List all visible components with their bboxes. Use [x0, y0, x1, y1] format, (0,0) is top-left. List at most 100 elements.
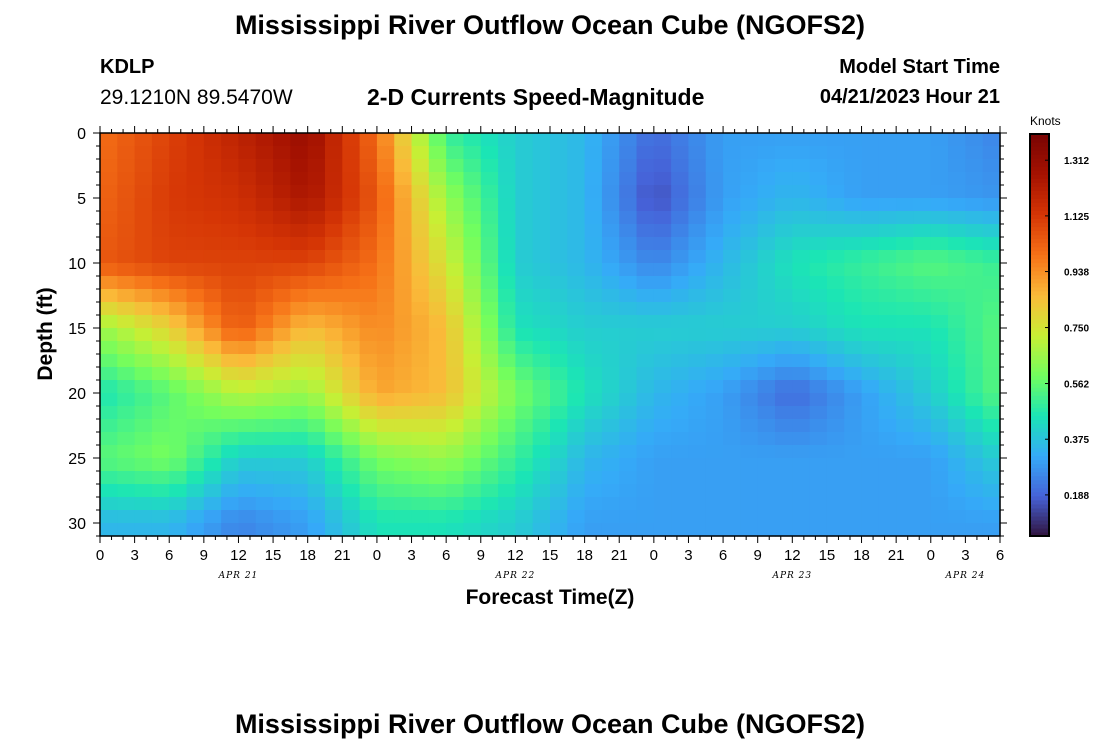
heatmap-cell: [705, 419, 724, 433]
heatmap-cell: [757, 172, 776, 186]
heatmap-cell: [861, 419, 880, 433]
heatmap-cell: [775, 445, 793, 459]
heatmap-cell: [463, 354, 482, 368]
heatmap-cell: [619, 224, 638, 238]
heatmap-cell: [896, 354, 915, 368]
heatmap-cell: [117, 354, 136, 368]
heatmap-cell: [376, 302, 395, 316]
heatmap-cell: [982, 276, 1001, 290]
heatmap-cell: [325, 354, 343, 368]
heatmap-cell: [463, 328, 482, 342]
date-label: APR 23: [771, 571, 812, 581]
heatmap-cell: [169, 263, 188, 277]
heatmap-cell: [100, 354, 118, 368]
heatmap-cell: [342, 302, 361, 316]
heatmap-cell: [809, 263, 828, 277]
heatmap-cell: [896, 328, 915, 342]
heatmap-cell: [688, 211, 707, 225]
heatmap-cell: [705, 315, 724, 329]
heatmap-cell: [446, 237, 465, 251]
heatmap-cell: [688, 172, 707, 186]
heatmap-cell: [740, 445, 759, 459]
heatmap-cell: [238, 302, 257, 316]
heatmap-cell: [169, 445, 188, 459]
colorbar-segment: [1030, 507, 1049, 513]
heatmap-cell: [826, 406, 845, 420]
heatmap-cell: [117, 458, 136, 472]
heatmap-cell: [221, 172, 240, 186]
heatmap-cell: [515, 172, 534, 186]
colorbar-segment: [1030, 170, 1049, 175]
heatmap-cell: [307, 367, 326, 381]
heatmap-cell: [948, 133, 966, 147]
heatmap-cell: [151, 432, 170, 446]
heatmap-cell: [705, 237, 724, 251]
heatmap-cell: [636, 198, 655, 212]
heatmap-cell: [826, 224, 845, 238]
heatmap-cell: [809, 302, 828, 316]
x-tick-label: 6: [719, 547, 727, 564]
colorbar-segment: [1030, 302, 1049, 308]
heatmap-cell: [878, 302, 897, 316]
heatmap-cell: [550, 263, 568, 277]
heatmap-cell: [861, 250, 880, 264]
heatmap-cell: [221, 328, 240, 342]
heatmap-cell: [480, 419, 499, 433]
heatmap-cell: [376, 471, 395, 485]
heatmap-cell: [982, 393, 1001, 407]
colorbar-segment: [1030, 427, 1049, 433]
heatmap-cell: [861, 263, 880, 277]
colorbar-segment: [1030, 262, 1049, 268]
heatmap-cell: [567, 341, 586, 355]
heatmap-cell: [186, 445, 205, 459]
heatmap-cell: [221, 133, 240, 147]
heatmap-cell: [584, 250, 603, 264]
heatmap-cell: [982, 146, 1001, 160]
heatmap-cell: [705, 146, 724, 160]
heatmap-cell: [134, 510, 153, 524]
heatmap-cell: [394, 315, 413, 329]
heatmap-cell: [601, 419, 620, 433]
heatmap-cell: [446, 354, 465, 368]
heatmap-cell: [307, 250, 326, 264]
heatmap-cell: [688, 302, 707, 316]
heatmap-cell: [826, 198, 845, 212]
heatmap-cell: [584, 224, 603, 238]
colorbar-segment: [1030, 182, 1049, 187]
heatmap-cell: [792, 211, 811, 225]
heatmap-cell: [203, 159, 222, 173]
heatmap-cell: [446, 471, 465, 485]
heatmap-cell: [186, 471, 205, 485]
heatmap-cell: [238, 419, 257, 433]
heatmap-cell: [480, 276, 499, 290]
heatmap-cell: [948, 523, 966, 537]
heatmap-cell: [255, 354, 274, 368]
heatmap-cell: [411, 458, 430, 472]
heatmap-cell: [688, 367, 707, 381]
heatmap-cell: [826, 328, 845, 342]
heatmap-cell: [428, 302, 447, 316]
heatmap-cell: [982, 185, 1001, 199]
heatmap-cell: [428, 211, 447, 225]
heatmap-cell: [186, 172, 205, 186]
heatmap-cell: [965, 276, 984, 290]
heatmap-cell: [792, 224, 811, 238]
heatmap-cell: [359, 458, 378, 472]
heatmap-cell: [290, 328, 309, 342]
heatmap-cell: [134, 393, 153, 407]
heatmap-cell: [186, 198, 205, 212]
heatmap-cell: [428, 406, 447, 420]
heatmap-cell: [619, 523, 638, 537]
heatmap-cell: [394, 263, 413, 277]
heatmap-cell: [948, 198, 966, 212]
heatmap-cell: [498, 159, 516, 173]
heatmap-cell: [307, 172, 326, 186]
heatmap-cell: [515, 263, 534, 277]
heatmap-cell: [723, 445, 741, 459]
heatmap-cell: [134, 484, 153, 498]
heatmap-cell: [601, 432, 620, 446]
heatmap-cell: [117, 211, 136, 225]
heatmap-cell: [775, 432, 793, 446]
heatmap-cell: [498, 237, 516, 251]
heatmap-cell: [480, 224, 499, 238]
